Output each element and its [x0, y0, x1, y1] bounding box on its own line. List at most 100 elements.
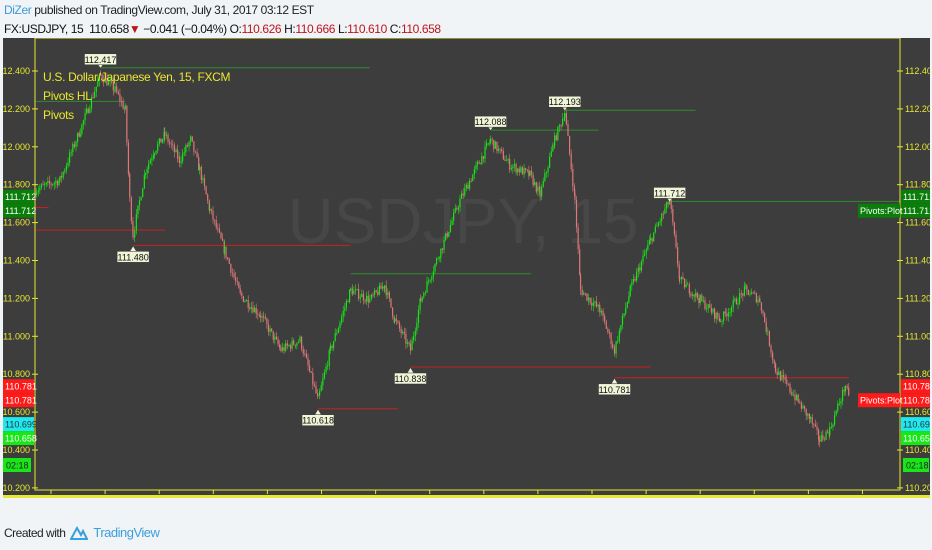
- close-label: C:: [389, 22, 402, 36]
- author-link[interactable]: DiZer: [4, 3, 32, 17]
- candle: [82, 120, 85, 125]
- left-axis-label: 112.000: [3, 142, 30, 152]
- candle: [191, 136, 193, 142]
- candle: [645, 249, 647, 254]
- right-axis-label: 111.800: [905, 180, 930, 190]
- candle: [397, 320, 399, 323]
- candle: [312, 372, 314, 385]
- candle: [172, 144, 174, 146]
- candle: [714, 308, 716, 319]
- candle: [325, 366, 327, 373]
- left-axis-label: 110.600: [3, 407, 30, 417]
- candle: [242, 296, 244, 302]
- candle: [634, 279, 636, 281]
- low-label: L:: [337, 22, 348, 36]
- candle: [744, 285, 746, 287]
- candle: [214, 219, 216, 221]
- candle: [250, 307, 252, 309]
- right-axis-label: 110.400: [905, 445, 930, 455]
- candle: [217, 227, 219, 229]
- created-with-text: Created with: [4, 525, 66, 540]
- candle: [718, 317, 720, 321]
- price-badge: [3, 393, 34, 408]
- candle: [800, 402, 802, 409]
- candle: [462, 193, 464, 196]
- right-axis-label: 112.200: [905, 104, 930, 114]
- candle: [484, 146, 486, 159]
- candle: [345, 301, 347, 308]
- candle: [185, 145, 187, 153]
- candle: [58, 180, 60, 186]
- candle: [323, 372, 326, 379]
- candle: [451, 220, 453, 225]
- candle: [235, 277, 237, 281]
- candle: [142, 188, 144, 198]
- candle: [475, 165, 477, 170]
- candle: [302, 348, 304, 354]
- candle: [584, 293, 586, 294]
- legend-symbol[interactable]: U.S. Dollar/Japanese Yen, 15, FXCM: [43, 70, 231, 84]
- candle: [827, 431, 829, 433]
- candle: [732, 300, 734, 308]
- tradingview-logo-icon: [70, 525, 89, 540]
- candle: [746, 285, 748, 290]
- candle: [65, 165, 67, 171]
- chart-canvas[interactable]: USDJPY, 15 112.417111.480110.618110.8381…: [0, 37, 932, 508]
- candle: [608, 331, 611, 334]
- candle: [155, 150, 157, 154]
- candle: [259, 315, 262, 318]
- legend-pivots-hl[interactable]: Pivots HL: [43, 89, 92, 103]
- candle: [255, 307, 257, 314]
- pivot-label-box: [474, 115, 507, 128]
- candle: [359, 297, 361, 299]
- candle: [805, 408, 807, 416]
- price-badge-text: 110.781: [903, 396, 930, 406]
- candle: [337, 328, 339, 333]
- candle: [819, 439, 821, 442]
- candle: [175, 149, 177, 153]
- candle: [116, 86, 118, 92]
- candle: [830, 426, 832, 428]
- candle: [138, 200, 141, 206]
- legend-pivots[interactable]: Pivots: [43, 108, 74, 122]
- candle: [837, 403, 839, 411]
- candle: [70, 152, 72, 153]
- high-value: 110.666: [295, 22, 335, 36]
- candle: [541, 186, 543, 197]
- candle: [67, 162, 69, 166]
- price-badge-text: 111.712: [5, 192, 36, 202]
- candle: [532, 174, 534, 185]
- candle: [283, 347, 285, 351]
- price-badge: [901, 379, 931, 394]
- candle: [848, 387, 850, 396]
- candle: [441, 248, 444, 250]
- candle: [539, 189, 541, 197]
- price-badge-text: 110.781: [903, 382, 930, 392]
- left-axis-label: 110.200: [3, 483, 30, 493]
- candle: [103, 79, 105, 83]
- candle: [640, 261, 643, 271]
- candle: [416, 322, 418, 331]
- candle: [317, 392, 319, 396]
- candle: [682, 277, 684, 279]
- candle: [649, 238, 652, 241]
- candle: [597, 304, 599, 307]
- countdown-badge: [903, 458, 929, 472]
- candle: [203, 178, 206, 187]
- candle: [59, 176, 61, 181]
- pivot-label: 110.618: [302, 416, 334, 426]
- left-axis-label: 111.600: [3, 218, 30, 228]
- low-value: 110.610: [347, 22, 387, 36]
- candle: [542, 180, 544, 187]
- chart[interactable]: USDJPY, 15 112.417 111.480 110.618 110.838 1…: [0, 37, 932, 508]
- candle: [157, 143, 159, 151]
- candle: [164, 132, 166, 136]
- candle: [496, 141, 498, 152]
- candle: [832, 424, 834, 427]
- candle: [723, 311, 725, 321]
- tradingview-link[interactable]: TradingView: [93, 525, 160, 540]
- candle: [124, 108, 126, 110]
- candle: [844, 386, 847, 392]
- triangle-down-icon: ▼: [128, 22, 141, 36]
- right-axis-label: 110.800: [905, 369, 930, 379]
